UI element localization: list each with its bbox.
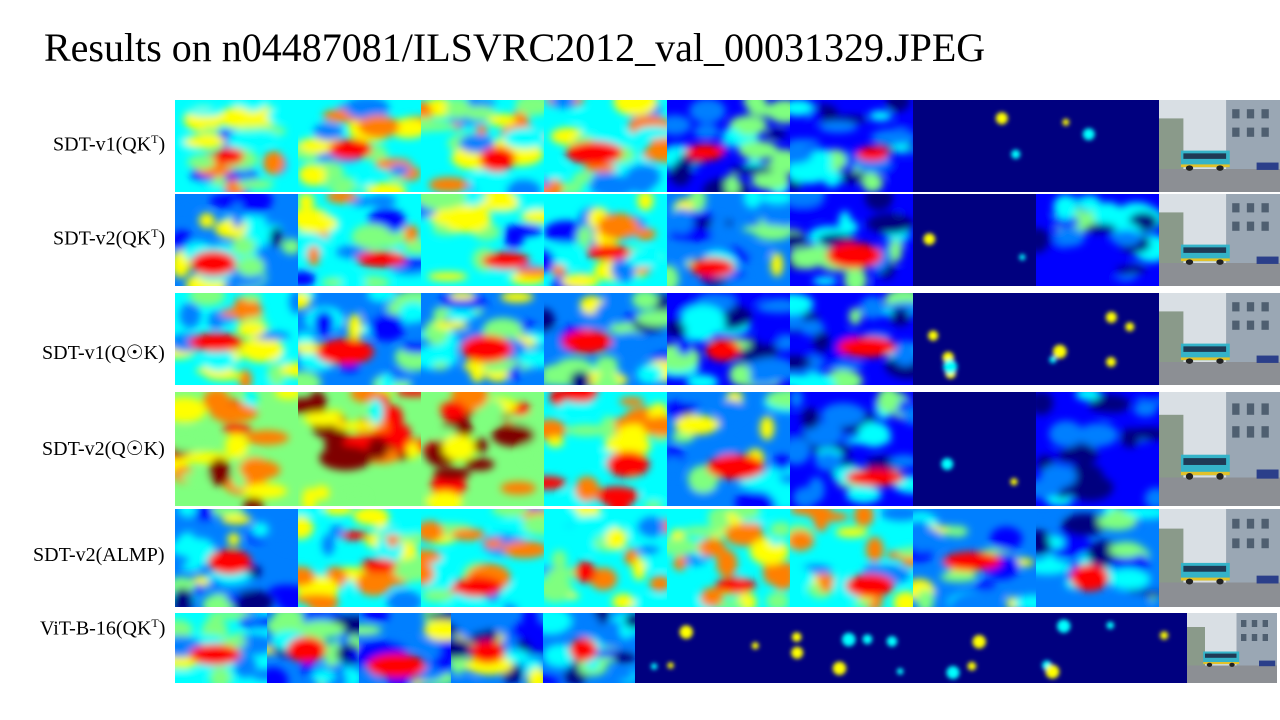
- attention-heatmap: [298, 293, 421, 385]
- source-image: [1159, 392, 1280, 506]
- attention-heatmap: [175, 613, 267, 683]
- row-label: SDT-v1(Q☉K): [42, 340, 165, 365]
- row-label-text: SDT-v1(QK: [53, 133, 152, 156]
- source-image: [1159, 194, 1280, 286]
- heatmap-row: [175, 293, 1280, 385]
- heatmap-row: [175, 194, 1280, 286]
- attention-heatmap: [913, 100, 1036, 192]
- row-label-superscript: T: [151, 226, 159, 240]
- attention-heatmap: [175, 293, 298, 385]
- attention-heatmap: [790, 100, 913, 192]
- source-image: [1187, 613, 1277, 683]
- row-label-text: ViT-B-16(QK: [40, 617, 152, 640]
- row-label-text: SDT-v1(Q☉K): [42, 342, 165, 364]
- heatmap-row: [175, 100, 1280, 192]
- attention-heatmap: [1036, 100, 1159, 192]
- source-image: [1159, 293, 1280, 385]
- row-label: SDT-v2(Q☉K): [42, 436, 165, 461]
- attention-heatmap: [913, 194, 1036, 286]
- attention-heatmap: [1036, 392, 1159, 506]
- attention-heatmap: [421, 293, 544, 385]
- source-image: [1159, 100, 1280, 192]
- attention-heatmap: [175, 392, 298, 506]
- attention-heatmap: [667, 509, 790, 607]
- attention-heatmap: [667, 100, 790, 192]
- attention-heatmap: [267, 613, 359, 683]
- attention-heatmap: [667, 392, 790, 506]
- attention-heatmap: [298, 194, 421, 286]
- attention-heatmap: [175, 100, 298, 192]
- attention-heatmap: [913, 293, 1036, 385]
- attention-heatmap: [1036, 293, 1159, 385]
- attention-heatmap: [790, 392, 913, 506]
- attention-heatmap: [667, 194, 790, 286]
- row-label-text: SDT-v2(QK: [53, 227, 152, 250]
- attention-heatmap: [911, 613, 1003, 683]
- row-label-tail: ): [158, 227, 166, 250]
- attention-heatmap: [819, 613, 911, 683]
- attention-heatmap: [544, 100, 667, 192]
- source-image: [1159, 509, 1280, 607]
- row-label: SDT-v2(ALMP): [33, 544, 165, 567]
- attention-heatmap: [727, 613, 819, 683]
- row-label: SDT-v1(QKT): [53, 132, 165, 157]
- page-title: Results on n04487081/ILSVRC2012_val_0003…: [44, 25, 986, 70]
- attention-heatmap: [913, 509, 1036, 607]
- attention-heatmap: [359, 613, 451, 683]
- attention-heatmap: [421, 100, 544, 192]
- attention-heatmap: [790, 194, 913, 286]
- attention-heatmap: [544, 392, 667, 506]
- attention-heatmap: [544, 194, 667, 286]
- row-label-text: SDT-v2(Q☉K): [42, 438, 165, 460]
- attention-heatmap: [298, 100, 421, 192]
- attention-heatmap: [667, 293, 790, 385]
- heatmap-row: [175, 392, 1280, 506]
- row-label: ViT-B-16(QKT): [40, 616, 165, 641]
- heatmap-row: [175, 613, 1277, 683]
- attention-heatmap: [421, 392, 544, 506]
- row-label: SDT-v2(QKT): [53, 226, 165, 251]
- attention-heatmap: [175, 194, 298, 286]
- row-label-superscript: T: [151, 132, 159, 146]
- attention-heatmap: [298, 509, 421, 607]
- attention-heatmap: [421, 194, 544, 286]
- attention-heatmap: [544, 293, 667, 385]
- attention-heatmap: [543, 613, 635, 683]
- row-label-tail: ): [158, 133, 166, 156]
- row-label-tail: ): [158, 617, 166, 640]
- row-label-text: SDT-v2(ALMP): [33, 544, 165, 566]
- heatmap-row: [175, 509, 1280, 607]
- attention-heatmap: [298, 392, 421, 506]
- attention-heatmap: [544, 509, 667, 607]
- attention-heatmap: [790, 509, 913, 607]
- attention-heatmap: [913, 392, 1036, 506]
- attention-heatmap: [635, 613, 727, 683]
- attention-heatmap: [175, 509, 298, 607]
- attention-heatmap: [1003, 613, 1095, 683]
- attention-heatmap: [790, 293, 913, 385]
- attention-heatmap: [1095, 613, 1187, 683]
- attention-heatmap: [451, 613, 543, 683]
- attention-heatmap: [1036, 194, 1159, 286]
- row-label-superscript: T: [151, 616, 159, 630]
- attention-heatmap: [421, 509, 544, 607]
- attention-heatmap: [1036, 509, 1159, 607]
